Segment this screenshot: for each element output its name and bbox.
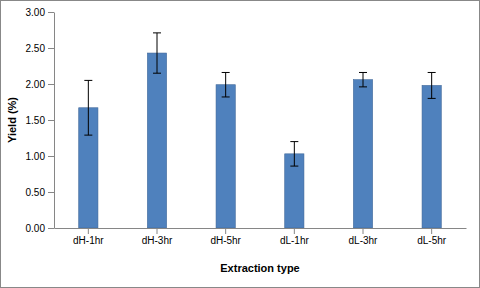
x-tick-mark [363,228,364,234]
y-tick-label: 1.00 [26,151,46,162]
error-stem [88,80,89,135]
x-tick-label: dL-1hr [280,235,310,246]
x-tick-label: dH-3hr [142,235,173,246]
error-bar [290,142,298,166]
chart-frame [1,1,480,288]
x-tick: dL-3hr [349,228,379,246]
y-tick-mark [48,156,54,157]
error-cap [359,72,367,73]
error-bar [428,72,436,98]
error-cap [428,72,436,73]
error-bar [222,72,230,96]
error-stem [294,142,295,166]
x-tick-mark [294,228,295,234]
y-tick-label: 2.00 [26,79,46,90]
x-tick-mark [225,228,226,234]
y-tick: 0.00 [26,223,54,234]
y-tick-mark [48,228,54,229]
bar [422,85,441,228]
plot-area: 0.00 0.50 1.00 1.50 2.00 2.50 3.00 dH-1hr dH-3hr… [26,7,467,246]
y-tick-label: 0.00 [26,223,46,234]
error-bar [84,80,92,135]
y-tick: 3.00 [26,7,54,18]
x-tick-mark [157,228,158,234]
error-bar [153,33,161,73]
error-cap [153,73,161,74]
x-tick: dH-1hr [73,228,104,246]
y-tick-label: 1.50 [26,115,46,126]
bar [216,85,235,228]
y-tick-mark [48,84,54,85]
x-axis-line [55,228,467,229]
marks [79,33,442,228]
y-tick-mark [48,120,54,121]
x-tick-mark [431,228,432,234]
y-tick-label: 3.00 [26,7,46,18]
error-cap [153,32,161,33]
x-tick-mark [88,228,89,234]
error-cap [428,98,436,99]
y-axis-line [54,13,55,229]
error-stem [431,72,432,98]
x-tick-label: dH-1hr [73,235,104,246]
y-tick-mark [48,192,54,193]
error-cap [84,135,92,136]
y-tick-label: 0.50 [26,187,46,198]
error-cap [222,72,230,73]
y-tick-mark [48,48,54,49]
x-tick-label: dL-3hr [349,235,379,246]
y-tick: 2.50 [26,43,54,54]
x-tick-label: dH-5hr [210,235,241,246]
error-cap [84,80,92,81]
y-tick-label: 2.50 [26,43,46,54]
y-tick: 1.00 [26,151,54,162]
x-axis-title: Extraction type [220,262,299,274]
y-tick: 1.50 [26,115,54,126]
x-axis: dH-1hr dH-3hr dH-5hr dL-1hr dL-3hr dL-5hr [55,228,467,246]
error-cap [222,96,230,97]
error-stem [157,33,158,73]
x-tick: dL-5hr [417,228,447,246]
x-tick: dH-3hr [142,228,173,246]
y-tick-mark [48,12,54,13]
error-stem [225,72,226,96]
error-cap [290,166,298,167]
chart: 0.00 0.50 1.00 1.50 2.00 2.50 3.00 dH-1hr dH-3hr… [0,0,480,288]
bar [147,53,166,228]
bar [353,80,372,228]
y-tick: 0.50 [26,187,54,198]
x-tick-label: dL-5hr [417,235,447,246]
y-axis: 0.00 0.50 1.00 1.50 2.00 2.50 3.00 [26,7,55,234]
y-axis-title: Yield (%) [6,97,18,143]
x-tick: dL-1hr [280,228,310,246]
error-bar [359,72,367,86]
error-cap [359,86,367,87]
y-tick: 2.00 [26,79,54,90]
x-tick: dH-5hr [210,228,241,246]
error-stem [363,72,364,86]
error-cap [290,141,298,142]
